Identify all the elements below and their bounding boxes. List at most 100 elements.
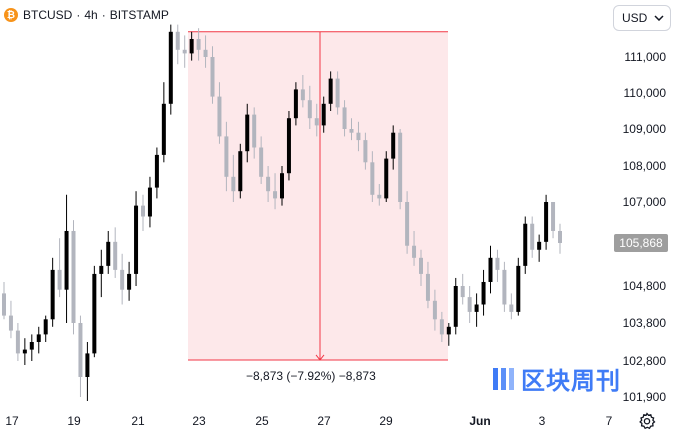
candle-body [161, 103, 166, 155]
measurement-label: −8,873 (−7.92%) −8,873 [246, 369, 376, 383]
currency-label: USD [622, 11, 648, 25]
candle-body [537, 241, 542, 250]
x-axis-label: 29 [379, 414, 393, 428]
watermark-logo-icon [493, 367, 514, 390]
y-axis-label: 103,800 [622, 316, 666, 330]
x-axis-label: 3 [538, 414, 546, 428]
candle-body [43, 319, 48, 335]
candle-body [495, 257, 500, 270]
candle-body [120, 269, 125, 290]
candle-body [558, 230, 562, 243]
candle-body [342, 107, 347, 129]
candle-body [321, 103, 326, 126]
candle-body [488, 257, 493, 282]
candle-body [99, 265, 104, 274]
currency-dropdown[interactable]: USD [613, 5, 671, 31]
y-axis-label: 101,900 [622, 390, 666, 404]
measure-arrow-head [315, 354, 325, 361]
candle-body [203, 49, 208, 57]
candle-body [238, 151, 243, 192]
symbol-name: BTCUSD [23, 8, 73, 22]
candle-body [147, 187, 152, 217]
candle-body [113, 241, 118, 270]
last-price-tag: 105,868 [614, 234, 668, 252]
candle-body [29, 342, 34, 350]
x-axis-label: 23 [192, 414, 206, 428]
x-axis-label: 19 [67, 414, 81, 428]
symbol-header[interactable]: ₿ BTCUSD · 4h · BITSTAMP [4, 6, 169, 24]
candle-body [252, 114, 257, 148]
candle-body [259, 147, 264, 177]
candle-body [175, 31, 180, 50]
y-axis-label: 109,000 [622, 122, 666, 136]
candle-body [474, 304, 479, 312]
candle-body [425, 273, 430, 301]
watermark-text: 区块周刊 [521, 367, 621, 395]
candle-body [523, 223, 528, 266]
candle-body [516, 265, 521, 312]
y-axis-label: 110,000 [623, 86, 667, 100]
y-axis-label: 104,800 [622, 279, 666, 293]
candle-body [78, 323, 83, 377]
candle-body [328, 78, 333, 104]
candle-body [370, 162, 375, 195]
candle-body [2, 293, 6, 316]
candle-body [141, 205, 145, 217]
candle-body [356, 132, 361, 141]
x-axis-label: 25 [255, 414, 269, 428]
candle-body [384, 158, 389, 199]
candle-body [412, 245, 417, 258]
candle-body [92, 273, 97, 354]
separator-dot: · [76, 8, 81, 22]
candle-body [481, 281, 486, 305]
candle-body [335, 78, 340, 108]
measure-range-box [188, 31, 448, 360]
interval-label: 4h [84, 8, 98, 22]
candle-body [168, 31, 173, 104]
chevron-down-icon [654, 15, 664, 21]
x-axis-label: Jun [469, 414, 491, 428]
candle-body [154, 154, 159, 188]
settings-gear-icon[interactable] [638, 412, 656, 430]
candle-body [245, 114, 250, 152]
candle-body [231, 176, 236, 192]
candle-body [22, 349, 27, 354]
candle-body [182, 49, 187, 54]
y-axis-label: 102,800 [622, 354, 666, 368]
candle-body [439, 319, 444, 335]
candle-body [286, 118, 291, 174]
candle-body [280, 173, 284, 199]
candle-body [446, 326, 451, 335]
x-axis-label: 17 [5, 414, 19, 428]
candle-body [349, 129, 354, 133]
candle-body [224, 136, 229, 177]
candle-body [57, 269, 62, 290]
candle-body [405, 202, 410, 246]
candle-body [293, 89, 298, 119]
candle-body [134, 205, 139, 274]
candle-body [50, 269, 55, 320]
candle-body [551, 202, 556, 231]
candle-body [8, 315, 13, 331]
y-axis-label: 111,000 [624, 50, 666, 64]
candle-body [196, 39, 201, 50]
candle-body [71, 230, 76, 323]
candle-body [300, 89, 305, 101]
y-axis-label: 107,000 [622, 195, 666, 209]
candle-body [36, 334, 41, 342]
candle-body [509, 304, 514, 312]
candle-body [398, 132, 403, 202]
y-axis-label: 108,000 [622, 159, 666, 173]
candle-body [189, 39, 194, 54]
candle-body [530, 223, 535, 250]
candle-body [210, 57, 215, 97]
candle-body [460, 286, 465, 298]
candle-body [307, 100, 312, 119]
candle-body [64, 230, 69, 290]
bitcoin-icon: ₿ [4, 8, 18, 22]
candle-body [432, 300, 437, 320]
candle-body [273, 191, 278, 199]
candle-body [467, 297, 472, 312]
candle-body [15, 330, 20, 354]
